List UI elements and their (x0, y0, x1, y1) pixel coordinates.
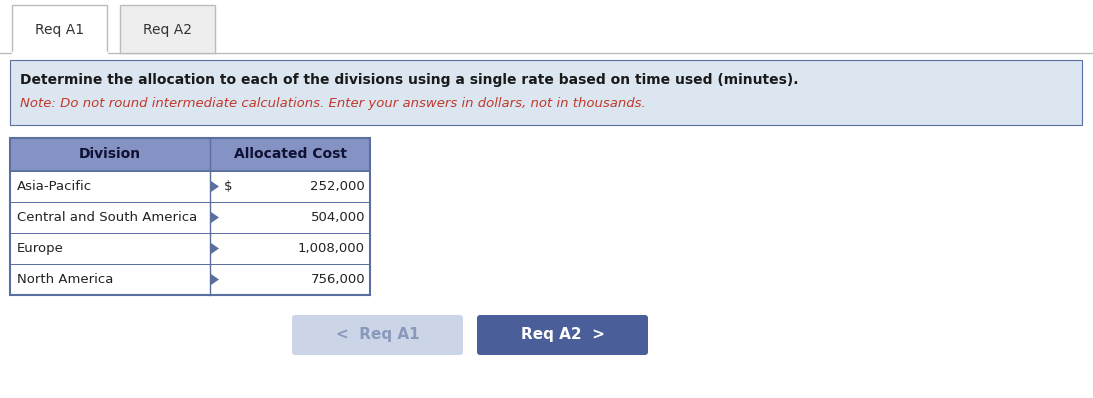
Text: Req A2  >: Req A2 > (520, 328, 604, 343)
Text: Europe: Europe (17, 242, 63, 255)
Polygon shape (211, 212, 219, 223)
Polygon shape (211, 243, 219, 254)
Text: $: $ (224, 180, 233, 193)
Text: 756,000: 756,000 (310, 273, 365, 286)
Text: North America: North America (17, 273, 114, 286)
Text: Req A2: Req A2 (143, 23, 192, 37)
FancyBboxPatch shape (10, 138, 371, 171)
Text: 252,000: 252,000 (310, 180, 365, 193)
FancyBboxPatch shape (477, 315, 648, 355)
FancyBboxPatch shape (10, 171, 371, 202)
Text: 1,008,000: 1,008,000 (298, 242, 365, 255)
FancyBboxPatch shape (10, 264, 371, 295)
Polygon shape (211, 181, 219, 192)
Text: <  Req A1: < Req A1 (336, 328, 420, 343)
Text: Req A1: Req A1 (35, 23, 84, 37)
Text: Determine the allocation to each of the divisions using a single rate based on t: Determine the allocation to each of the … (20, 73, 799, 87)
FancyBboxPatch shape (10, 202, 371, 233)
FancyBboxPatch shape (10, 60, 1082, 125)
Polygon shape (211, 274, 219, 285)
FancyBboxPatch shape (120, 5, 215, 53)
FancyBboxPatch shape (12, 5, 107, 53)
Text: Division: Division (79, 148, 141, 162)
FancyBboxPatch shape (10, 233, 371, 264)
Text: Central and South America: Central and South America (17, 211, 197, 224)
FancyBboxPatch shape (292, 315, 463, 355)
Text: 504,000: 504,000 (310, 211, 365, 224)
Text: Note: Do not round intermediate calculations. Enter your answers in dollars, not: Note: Do not round intermediate calculat… (20, 98, 646, 111)
Text: Asia-Pacific: Asia-Pacific (17, 180, 92, 193)
Text: Allocated Cost: Allocated Cost (234, 148, 346, 162)
